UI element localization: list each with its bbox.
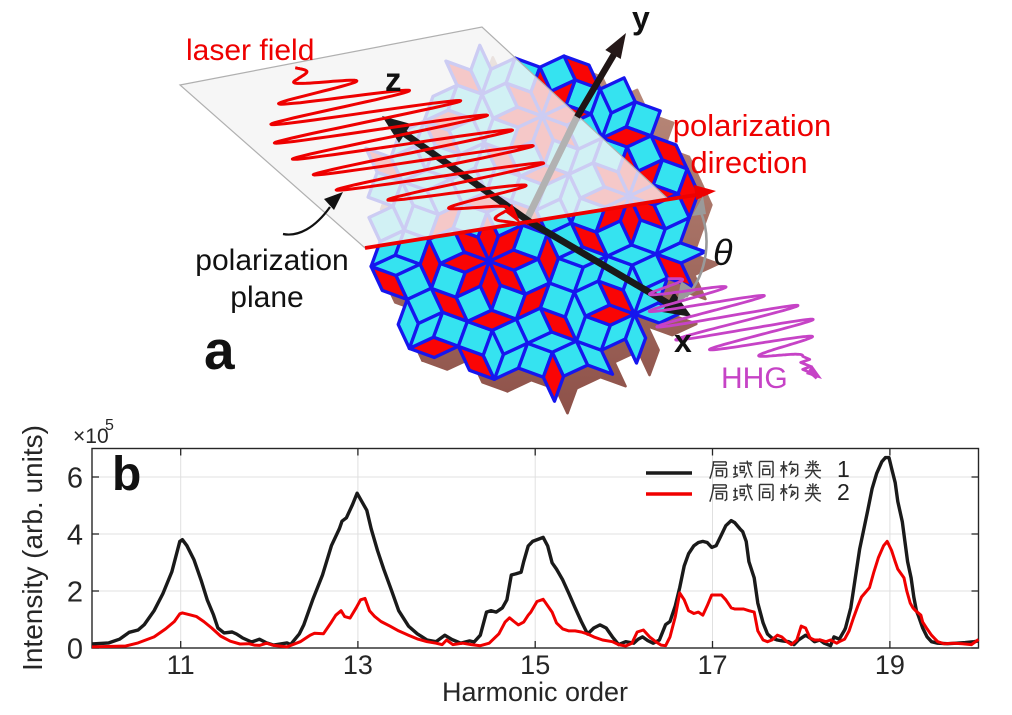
svg-text:5: 5 (105, 417, 114, 434)
svg-text:plane: plane (230, 281, 303, 314)
svg-text:11: 11 (167, 650, 195, 680)
svg-text:Intensity (arb. units): Intensity (arb. units) (17, 425, 48, 671)
svg-text:a: a (204, 319, 235, 381)
svg-text:6: 6 (67, 463, 83, 495)
svg-text:19: 19 (875, 650, 905, 680)
svg-text:b: b (112, 448, 141, 501)
svg-text:HHG: HHG (721, 362, 788, 395)
svg-text:polarization: polarization (673, 108, 832, 143)
svg-text:y: y (632, 0, 650, 36)
svg-text:θ: θ (713, 232, 733, 273)
svg-text:x: x (674, 323, 692, 359)
svg-text:2: 2 (67, 577, 83, 609)
svg-text:15: 15 (520, 650, 550, 680)
svg-text:0: 0 (67, 634, 83, 666)
svg-text:Harmonic order: Harmonic order (442, 677, 628, 707)
svg-text:17: 17 (697, 650, 727, 680)
svg-text:4: 4 (67, 520, 83, 552)
svg-text:1: 1 (837, 456, 850, 482)
svg-text:13: 13 (343, 650, 373, 680)
svg-text:direction: direction (690, 145, 807, 180)
svg-text:polarization: polarization (195, 244, 348, 277)
svg-text:2: 2 (837, 479, 850, 505)
svg-text:z: z (385, 61, 402, 98)
svg-text:laser field: laser field (186, 34, 314, 67)
svg-text:×10: ×10 (73, 425, 109, 448)
